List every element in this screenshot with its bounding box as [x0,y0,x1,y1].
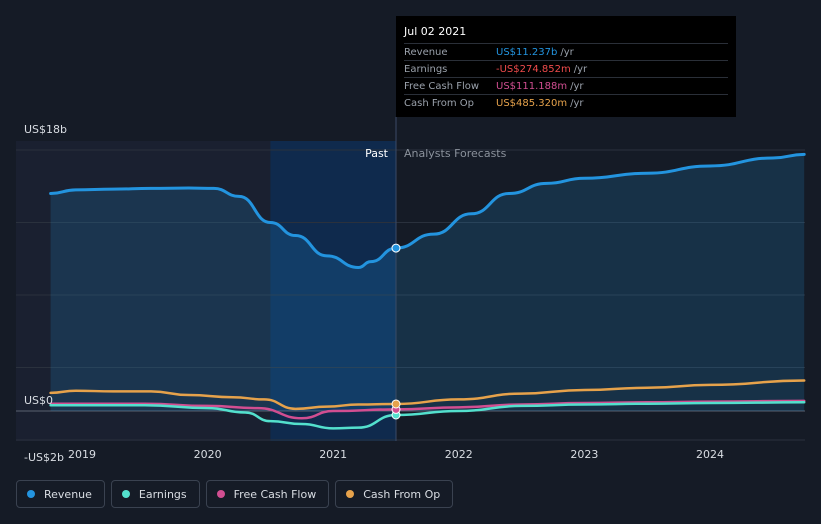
tooltip: Jul 02 2021 Revenue US$11.237b/yr Earnings… [396,16,736,117]
tooltip-date: Jul 02 2021 [404,25,467,38]
tooltip-rows: Revenue US$11.237b/yr Earnings -US$274.852m… [404,43,728,111]
tooltip-row-label: Cash From Op [404,97,475,109]
marker-revenue [391,243,401,253]
legend-dot-icon [216,490,225,498]
tooltip-row-unit: /yr [560,46,574,58]
gridlines [16,149,805,441]
series-line-cash-from-op [49,379,806,411]
revenue-area [50,154,805,411]
x-tick-label: 2020 [194,448,222,461]
past-label: Past [365,147,389,160]
series-line-revenue [49,152,806,269]
legend-dot-icon [346,490,355,498]
tooltip-row-value: US$11.237b [496,46,558,58]
legend-label: Free Cash Flow [233,487,317,501]
highlight-band [270,141,396,441]
markers [391,243,401,420]
tooltip-row-value: US$485.320m [496,97,568,109]
x-tick-label: 2024 [696,448,724,461]
tooltip-row-value: -US$274.852m [496,63,571,75]
x-tick-label: 2019 [68,448,96,461]
legend-item-revenue[interactable]: Revenue [16,480,105,508]
marker-cash-from-op [391,399,401,409]
legend-dot-icon [121,490,130,498]
x-tick-label: 2023 [570,448,598,461]
y-tick-label: -US$2b [24,451,64,464]
tooltip-row-unit: /yr [573,63,588,75]
tooltip-row-label: Revenue [404,46,448,58]
legend-label: Earnings [138,487,187,501]
tooltip-row-label: Earnings [404,63,448,75]
series-lines [49,152,806,430]
legend-item-cash-from-op[interactable]: Cash From Op [335,480,454,508]
legend-label: Cash From Op [363,487,441,501]
x-tick-label: 2021 [319,448,347,461]
y-axis: US$18b US$0 -US$2b [24,123,67,464]
series-line-earnings [49,401,806,430]
x-tick-label: 2022 [445,448,473,461]
y-tick-label: US$0 [24,394,53,407]
tooltip-row-unit: /yr [570,80,584,92]
legend-item-free-cash-flow[interactable]: Free Cash Flow [205,480,330,508]
chart: US$18b US$0 -US$2b 2019 2020 2021 2022 2023 202… [16,117,806,464]
tooltip-row-unit: /yr [570,97,584,109]
tooltip-row: Revenue US$11.237b/yr [404,43,728,60]
legend-item-earnings[interactable]: Earnings [110,480,200,508]
legend-dot-icon [27,490,35,498]
tooltip-row-value: US$111.188m [496,80,568,92]
tooltip-row-label: Free Cash Flow [404,80,480,92]
tooltip-row: Cash From Op US$485.320m/yr [404,94,728,111]
tooltip-row: Free Cash Flow US$111.188m/yr [404,77,728,94]
x-axis: 2019 2020 2021 2022 2023 2024 [68,448,724,461]
legend: Revenue Earnings Free Cash Flow Cash From O… [16,480,454,508]
forecast-label: Analysts Forecasts [404,147,507,160]
y-tick-label: US$18b [24,123,67,136]
legend-label: Revenue [44,487,92,501]
tooltip-row: Earnings -US$274.852m/yr [404,60,728,77]
